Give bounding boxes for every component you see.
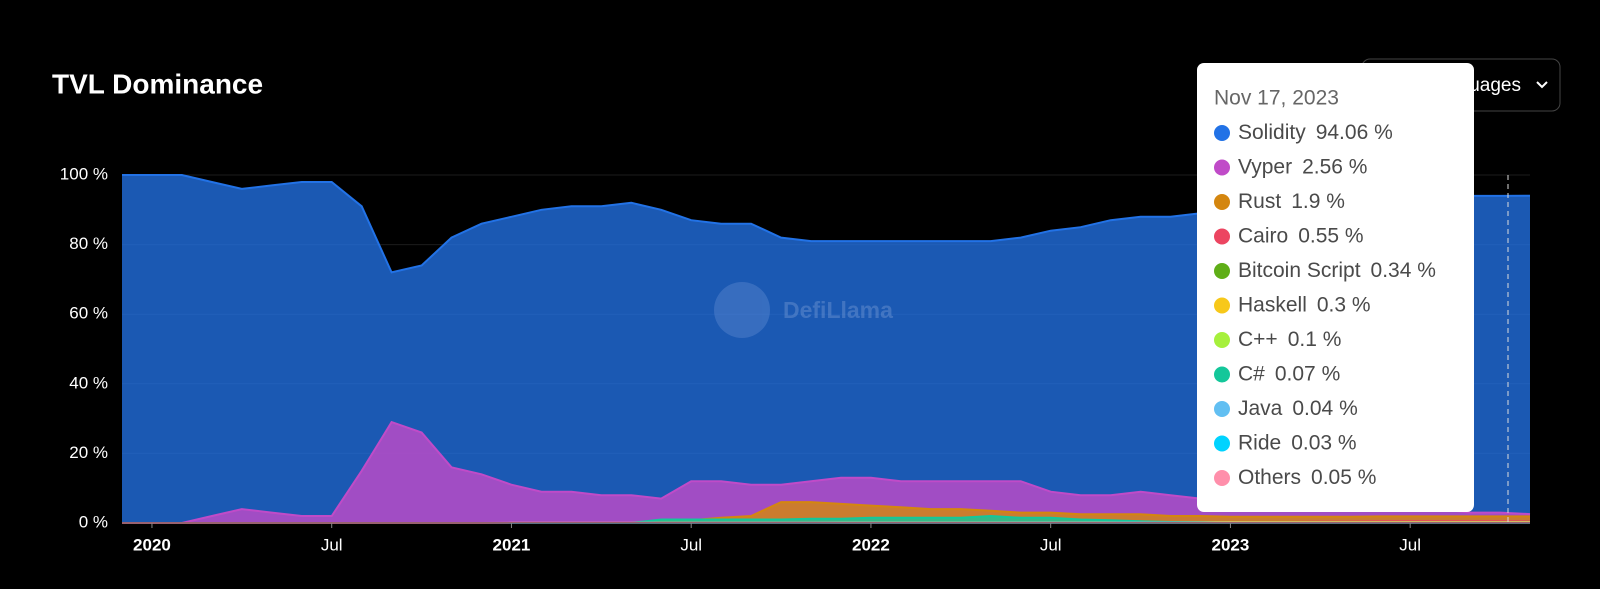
tooltip-dot xyxy=(1214,228,1230,245)
tooltip-dot xyxy=(1214,366,1230,383)
tooltip-name: Ride xyxy=(1238,431,1281,454)
tooltip-dot xyxy=(1214,194,1230,210)
y-tick-label: 80 % xyxy=(69,234,108,253)
tooltip-name: Vyper xyxy=(1238,155,1292,178)
x-tick-label: 2023 xyxy=(1212,535,1250,554)
tooltip-entry: Solidity 94.06 % xyxy=(1238,121,1393,144)
tooltip: Nov 17, 2023 Solidity 94.06 % Vyper 2.56 % R… xyxy=(1197,63,1474,512)
tooltip-dot xyxy=(1214,470,1230,486)
x-tick-label: Jul xyxy=(1399,535,1421,554)
tooltip-name: Haskell xyxy=(1238,293,1307,316)
y-tick-label: 0 % xyxy=(79,512,108,531)
tooltip-value: 1.9 % xyxy=(1291,190,1345,213)
tooltip-entry: Java 0.04 % xyxy=(1238,397,1358,420)
tooltip-value: 0.07 % xyxy=(1275,362,1340,385)
tooltip-name: C# xyxy=(1238,362,1265,385)
y-tick-label: 100 % xyxy=(60,164,108,183)
tooltip-entry: Rust 1.9 % xyxy=(1238,190,1345,213)
tooltip-value: 0.05 % xyxy=(1311,466,1376,489)
y-tick-label: 40 % xyxy=(69,373,108,392)
watermark-logo xyxy=(714,282,770,338)
chart-title: TVL Dominance xyxy=(52,68,263,99)
tooltip-value: 0.34 % xyxy=(1371,259,1436,282)
x-tick-label: 2020 xyxy=(133,535,171,554)
tooltip-value: 0.03 % xyxy=(1291,431,1356,454)
tooltip-entry: C# 0.07 % xyxy=(1238,362,1340,385)
tooltip-name: Others xyxy=(1238,466,1301,489)
area xyxy=(122,422,1530,523)
tooltip-value: 0.3 % xyxy=(1317,293,1371,316)
y-tick-label: 60 % xyxy=(69,304,108,323)
tooltip-dot xyxy=(1214,297,1230,314)
tooltip-value: 94.06 % xyxy=(1316,121,1393,144)
tooltip-dot xyxy=(1214,332,1230,348)
tooltip-name: Bitcoin Script xyxy=(1238,259,1361,282)
tooltip-name: C++ xyxy=(1238,328,1278,351)
tooltip-entry: Bitcoin Script 0.34 % xyxy=(1238,259,1436,282)
tooltip-name: Solidity xyxy=(1238,121,1306,144)
tooltip-entry: Others 0.05 % xyxy=(1238,466,1376,489)
tooltip-name: Cairo xyxy=(1238,224,1288,247)
tooltip-entry: Ride 0.03 % xyxy=(1238,431,1357,454)
area xyxy=(122,175,1530,523)
y-tick-label: 20 % xyxy=(69,443,108,462)
tooltip-value: 0.55 % xyxy=(1298,224,1363,247)
tooltip-entry: C++ 0.1 % xyxy=(1238,328,1341,351)
tooltip-entry: Haskell 0.3 % xyxy=(1238,293,1371,316)
tooltip-dot xyxy=(1214,263,1230,279)
x-tick-label: Jul xyxy=(680,535,702,554)
tooltip-value: 0.1 % xyxy=(1288,328,1342,351)
x-tick-label: Jul xyxy=(321,535,343,554)
tooltip-dot xyxy=(1214,159,1230,176)
tooltip-dot xyxy=(1214,435,1230,452)
tooltip-dot xyxy=(1214,125,1230,141)
tooltip-value: 2.56 % xyxy=(1302,155,1367,178)
x-tick-label: 2022 xyxy=(852,535,890,554)
tooltip-box xyxy=(1197,63,1474,512)
area xyxy=(122,502,1530,523)
tooltip-date: Nov 17, 2023 xyxy=(1214,87,1339,110)
tooltip-value: 0.04 % xyxy=(1292,397,1357,420)
tooltip-entry: Vyper 2.56 % xyxy=(1238,155,1367,178)
tooltip-name: Java xyxy=(1238,397,1283,420)
watermark-text: DefiLlama xyxy=(783,297,893,323)
chevron xyxy=(1536,81,1548,89)
x-tick-label: Jul xyxy=(1040,535,1062,554)
tooltip-dot xyxy=(1214,401,1230,417)
x-tick-label: 2021 xyxy=(493,535,531,554)
tooltip-name: Rust xyxy=(1238,190,1281,213)
watermark: DefiLlama xyxy=(714,282,893,338)
tooltip-entry: Cairo 0.55 % xyxy=(1238,224,1364,247)
plot: 0 % 20 % 40 % 60 % 80 % 100 % DefiLlama 2020 Jul… xyxy=(60,164,1531,554)
